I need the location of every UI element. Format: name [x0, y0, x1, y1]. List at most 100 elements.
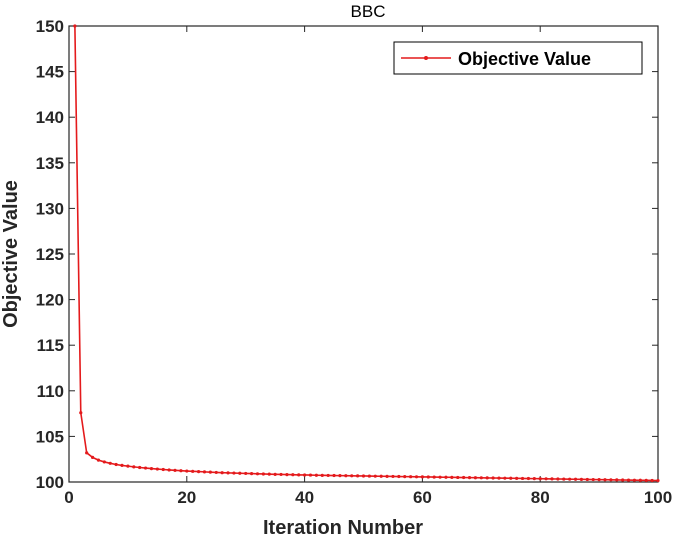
- data-point: [297, 473, 301, 477]
- data-point: [120, 463, 124, 468]
- data-point: [509, 476, 513, 480]
- x-tick-label: 0: [64, 488, 73, 507]
- data-point: [379, 474, 383, 478]
- x-tick-label: 20: [177, 488, 196, 507]
- data-point: [85, 451, 89, 455]
- data-point: [249, 472, 254, 476]
- data-point: [185, 469, 189, 473]
- data-point: [568, 477, 572, 481]
- data-point: [632, 478, 637, 482]
- data-point: [450, 475, 454, 479]
- data-point: [108, 461, 112, 465]
- data-point: [391, 474, 395, 479]
- data-point: [373, 474, 377, 478]
- data-point: [420, 475, 424, 479]
- data-point: [161, 467, 165, 472]
- series-line: [74, 25, 659, 482]
- data-point: [385, 474, 389, 478]
- data-point: [261, 472, 265, 476]
- data-point: [285, 473, 289, 477]
- data-point: [232, 471, 236, 475]
- data-point: [90, 455, 95, 459]
- data-point: [603, 478, 607, 482]
- data-point: [562, 477, 566, 481]
- data-point: [573, 477, 578, 481]
- chart-title: BBC: [351, 2, 386, 21]
- legend-label: Objective Value: [458, 49, 591, 69]
- y-tick-label: 110: [37, 382, 64, 401]
- data-point: [308, 473, 313, 477]
- data-point: [155, 467, 159, 471]
- x-tick-label: 80: [531, 488, 550, 507]
- data-point: [644, 478, 648, 482]
- y-tick-label: 115: [37, 336, 64, 355]
- data-point: [585, 477, 589, 482]
- data-point: [191, 469, 195, 473]
- data-point: [532, 477, 536, 481]
- data-point: [456, 475, 460, 480]
- data-point: [597, 478, 601, 482]
- legend-marker: [424, 56, 428, 60]
- data-point: [338, 474, 342, 478]
- data-point: [491, 476, 495, 480]
- data-point: [132, 465, 136, 469]
- data-point: [656, 478, 660, 483]
- data-point: [238, 471, 242, 475]
- data-point: [126, 464, 130, 468]
- data-point: [220, 471, 224, 475]
- data-point: [432, 475, 436, 479]
- data-point: [226, 471, 230, 475]
- data-point: [526, 476, 531, 481]
- y-tick-label: 100: [36, 473, 64, 492]
- data-point: [273, 472, 277, 476]
- data-point: [350, 474, 354, 478]
- data-point: [638, 478, 642, 482]
- data-point: [444, 475, 448, 479]
- plot-frame: [68, 25, 659, 483]
- data-point: [179, 469, 183, 473]
- data-point: [202, 470, 207, 474]
- data-point: [244, 471, 248, 476]
- x-tick-label: 100: [644, 488, 672, 507]
- data-point: [196, 470, 201, 474]
- data-point: [467, 476, 472, 480]
- data-point: [556, 477, 560, 481]
- data-point: [609, 478, 613, 482]
- data-point: [208, 470, 212, 474]
- y-tick-label: 105: [36, 427, 64, 446]
- data-point: [143, 466, 148, 470]
- data-point: [267, 472, 271, 476]
- y-axis-label: Objective Value: [0, 180, 22, 328]
- y-tick-label: 125: [36, 245, 64, 264]
- data-point: [626, 478, 631, 482]
- data-point: [479, 476, 483, 480]
- y-tick-label: 120: [36, 291, 64, 310]
- data-point: [615, 478, 619, 482]
- data-point: [520, 476, 525, 481]
- x-tick-label: 40: [295, 488, 314, 507]
- data-point: [503, 476, 507, 480]
- data-point: [591, 477, 595, 482]
- plot-area: [68, 25, 659, 483]
- data-point: [544, 477, 548, 481]
- data-point: [579, 477, 584, 481]
- data-point: [426, 475, 430, 479]
- data-point: [344, 474, 348, 478]
- data-point: [314, 473, 318, 477]
- data-point: [397, 474, 401, 479]
- data-point: [279, 472, 283, 477]
- data-point: [255, 472, 260, 476]
- data-point: [414, 475, 419, 479]
- y-tick-label: 145: [36, 63, 64, 82]
- data-point: [320, 473, 324, 477]
- data-point: [367, 474, 371, 478]
- data-point: [291, 473, 295, 477]
- data-point: [621, 478, 625, 482]
- data-point: [96, 458, 101, 462]
- y-tick-label: 150: [36, 17, 64, 36]
- y-tick-label: 140: [36, 108, 64, 127]
- data-point: [538, 477, 542, 481]
- x-axis-label: Iteration Number: [263, 517, 423, 538]
- data-point: [550, 477, 554, 481]
- data-point: [356, 474, 360, 478]
